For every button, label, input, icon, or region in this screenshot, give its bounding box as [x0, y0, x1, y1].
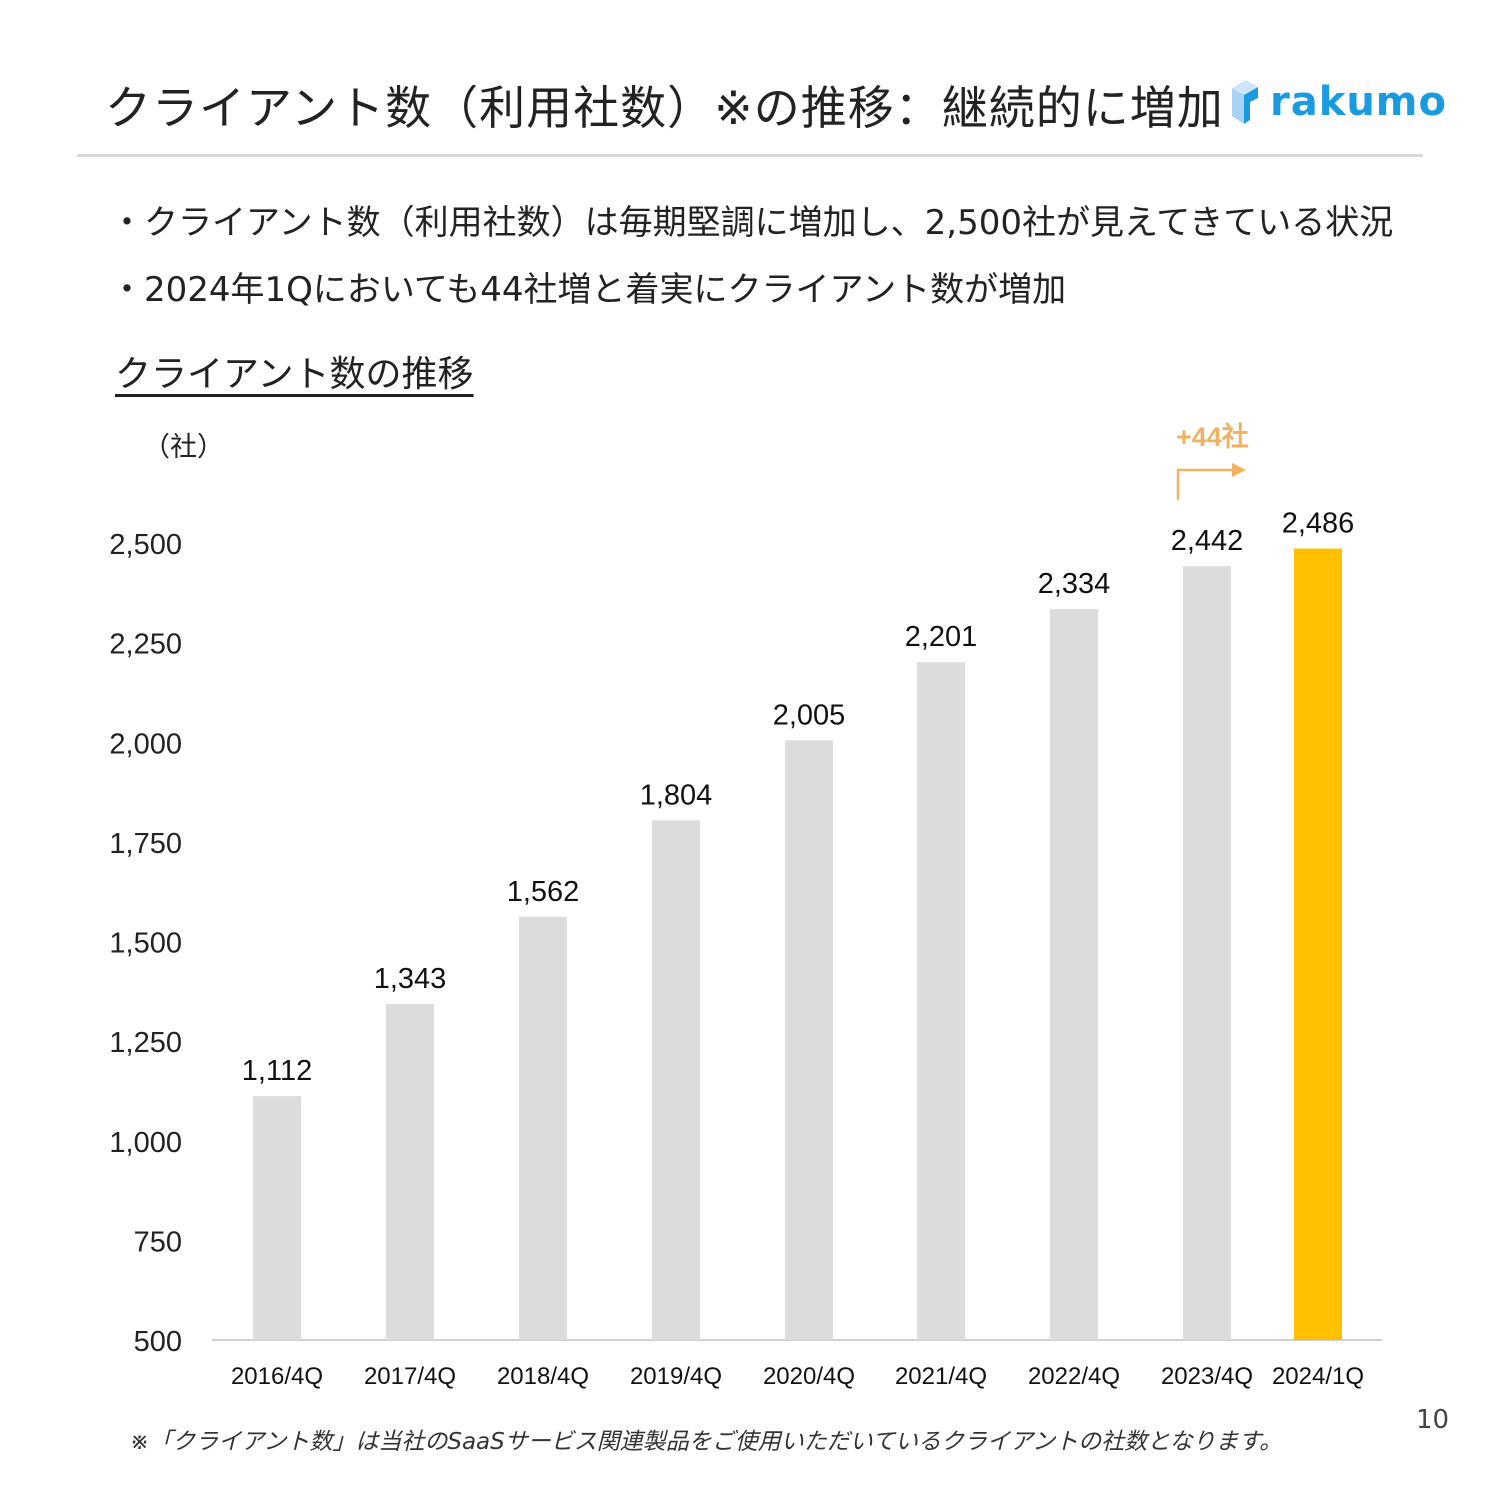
x-tick-label: 2023/4Q: [1161, 1363, 1253, 1390]
y-tick-label: 1,000: [109, 1127, 182, 1159]
chart-title: クライアント数の推移: [115, 354, 474, 395]
bar-2022/4Q: [1050, 609, 1098, 1340]
bar-2016/4Q: [253, 1096, 301, 1340]
bullet-2: ・2024年1Qにおいても44社増と着実にクライアント数が増加: [110, 270, 1067, 310]
x-tick-label: 2021/4Q: [895, 1363, 987, 1390]
bar-2019/4Q: [652, 820, 700, 1340]
bar-value-label: 1,562: [507, 876, 580, 908]
bar-value-label: 2,005: [773, 699, 846, 731]
x-tick-label: 2022/4Q: [1028, 1363, 1120, 1390]
y-tick-label: 2,500: [109, 529, 182, 561]
bar-value-label: 1,112: [242, 1055, 312, 1087]
x-tick-label: 2020/4Q: [763, 1363, 855, 1390]
y-tick-label: 2,250: [109, 629, 182, 661]
bar-2023/4Q: [1183, 566, 1231, 1340]
x-tick-label: 2018/4Q: [497, 1363, 589, 1390]
y-tick-label: 2,000: [109, 728, 182, 760]
bar-2024/1Q: [1294, 548, 1342, 1340]
bar-value-label: 1,343: [374, 963, 447, 995]
increase-arrow-icon: [1176, 463, 1246, 500]
cube-logo-icon: [1232, 80, 1258, 124]
y-tick-label: 750: [134, 1226, 182, 1258]
y-tick-label: 1,750: [109, 828, 182, 860]
x-tick-label: 2017/4Q: [364, 1363, 456, 1390]
x-tick-label: 2024/1Q: [1272, 1363, 1364, 1390]
delta-annotation: +44社: [1176, 422, 1249, 452]
page-number: 10: [1416, 1405, 1450, 1435]
x-tick-label: 2016/4Q: [231, 1363, 323, 1390]
y-axis-unit: （社）: [143, 432, 224, 463]
logo-text: rakumo: [1270, 79, 1447, 125]
bar-value-label: 2,201: [905, 621, 978, 653]
bar-value-label: 2,486: [1282, 508, 1355, 540]
header-divider: [77, 154, 1423, 157]
y-tick-label: 1,500: [109, 928, 182, 960]
bar-2020/4Q: [785, 740, 833, 1340]
footnote: ※「クライアント数」は当社のSaaSサービス関連製品をご使用いただいているクライ…: [130, 1429, 1283, 1455]
y-tick-label: 500: [134, 1326, 182, 1358]
page-title: クライアント数（利用社数）※の推移：継続的に増加: [105, 81, 1224, 135]
bar-value-label: 2,442: [1171, 525, 1244, 557]
bullet-1: ・クライアント数（利用社数）は毎期堅調に増加し、2,500社が見えてきている状況: [110, 203, 1394, 243]
rakumo-logo: rakumo: [1228, 78, 1447, 126]
bar-2017/4Q: [386, 1004, 434, 1340]
bar-value-label: 2,334: [1038, 568, 1111, 600]
bar-value-label: 1,804: [640, 779, 713, 811]
x-tick-label: 2019/4Q: [630, 1363, 722, 1390]
y-tick-label: 1,250: [109, 1027, 182, 1059]
bar-2021/4Q: [917, 662, 965, 1340]
bar-2018/4Q: [519, 916, 567, 1340]
